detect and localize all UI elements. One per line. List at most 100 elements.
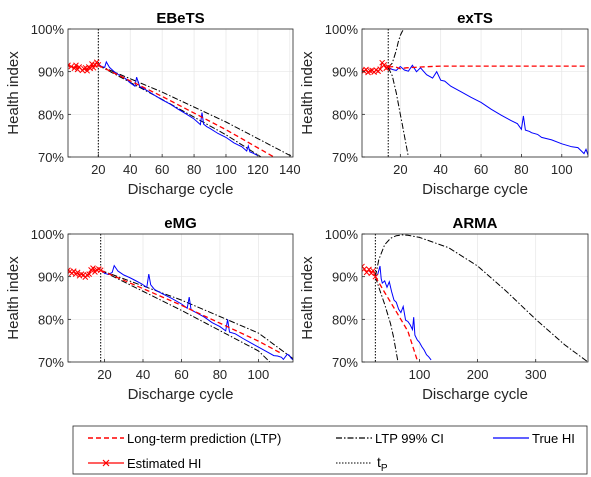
estimated-hi-marker	[81, 65, 87, 72]
series-ltp-line	[388, 65, 588, 70]
series-ci-upper-line	[374, 234, 588, 362]
series-ltp-line	[100, 269, 282, 355]
axes-box	[361, 233, 589, 363]
series-ci-lower-line	[387, 67, 409, 157]
x-tick-label: 100	[409, 367, 431, 382]
x-tick-label: 20	[97, 367, 111, 382]
y-tick-label: 80%	[38, 107, 64, 122]
plot-area	[362, 234, 588, 362]
x-tick-label: 40	[123, 162, 137, 177]
x-tick-label: 200	[467, 367, 489, 382]
x-tick-label: 80	[187, 162, 201, 177]
y-tick-label: 90%	[38, 65, 64, 80]
series-true-line	[375, 265, 432, 361]
axes-box	[361, 28, 589, 158]
estimated-hi-marker	[74, 269, 81, 276]
x-tick-label: 20	[393, 162, 407, 177]
panel-emg: 20 40 60 80 100 70% 80% 90% 100% eMG Discharge cyc…	[5, 215, 294, 403]
estimated-hi-marker	[68, 63, 75, 70]
series-ci-lower-line	[100, 269, 271, 362]
legend-box	[72, 425, 588, 475]
series-ci-upper-line	[387, 29, 405, 68]
series-true-line	[100, 264, 293, 361]
y-axis-label: Health index	[299, 51, 316, 135]
y-tick-label: 100%	[325, 22, 359, 37]
panel-ebets: 20 40 60 80 100 120 140 70% 80% 90% 100% EBeTS Disch…	[5, 10, 301, 198]
series-group	[68, 234, 293, 362]
x-tick-label: 80	[213, 367, 227, 382]
y-tick-label: 100%	[325, 227, 359, 242]
y-tick-label: 90%	[332, 270, 358, 285]
x-tick-label: 140	[279, 162, 301, 177]
chart-title: ARMA	[453, 215, 498, 232]
plot-area	[68, 29, 293, 157]
x-axis-label: Discharge cycle	[128, 386, 234, 403]
estimated-hi-marker	[381, 61, 388, 68]
chart-title: exTS	[457, 10, 493, 27]
chart-panels: 20 40 60 80 100 120 140 70% 80% 90% 100% EBeTS Disch…	[5, 10, 589, 403]
series-group	[68, 29, 293, 157]
estimated-hi-marker	[73, 62, 79, 69]
y-tick-label: 100%	[31, 227, 65, 242]
x-tick-label: 120	[247, 162, 269, 177]
series-group	[362, 234, 588, 362]
chart-title: eMG	[164, 215, 197, 232]
legend-true-label: True HI	[532, 431, 575, 446]
x-tick-label: 300	[525, 367, 547, 382]
estimated-hi-marker	[372, 273, 379, 280]
estimated-hi-marker	[86, 271, 93, 277]
x-tick-label: 40	[136, 367, 150, 382]
x-tick-label: 40	[433, 162, 447, 177]
estimated-hi-marker	[74, 66, 81, 73]
estimated-hi-marker	[370, 267, 376, 274]
legend-ci-label: LTP 99% CI	[375, 431, 444, 446]
x-axis-label: Discharge cycle	[422, 386, 528, 403]
x-tick-label: 80	[514, 162, 528, 177]
estimated-hi-marker	[97, 267, 104, 274]
x-tick-label: 20	[91, 162, 105, 177]
series-ci-lower-line	[374, 276, 399, 362]
chart-title: EBeTS	[156, 10, 204, 27]
panel-exts: 20 40 60 80 100 70% 80% 90% 100% exTS Discharge cy…	[299, 10, 589, 198]
y-tick-label: 70%	[38, 150, 64, 165]
estimated-hi-marker	[385, 64, 392, 70]
x-tick-label: 60	[474, 162, 488, 177]
series-true-line	[97, 60, 259, 157]
axes-box	[67, 233, 294, 363]
y-tick-label: 80%	[38, 312, 64, 327]
y-tick-label: 100%	[31, 22, 65, 37]
y-axis-label: Health index	[5, 256, 22, 340]
estimated-hi-marker	[90, 265, 96, 271]
x-tick-label: 60	[155, 162, 169, 177]
x-axis-label: Discharge cycle	[422, 181, 528, 198]
x-tick-label: 100	[551, 162, 573, 177]
series-group	[362, 29, 588, 157]
estimated-hi-marker	[93, 59, 100, 66]
y-axis-label: Health index	[5, 51, 22, 135]
series-ci-upper-line	[100, 269, 293, 360]
estimated-hi-marker	[70, 268, 77, 274]
estimated-hi-marker	[82, 64, 89, 71]
y-axis-label: Health index	[299, 256, 316, 340]
estimated-hi-marker	[89, 61, 95, 67]
y-tick-label: 90%	[332, 65, 358, 80]
legend-est-marker	[102, 459, 110, 467]
x-tick-label: 100	[248, 367, 270, 382]
series-ci-upper-line	[98, 64, 293, 157]
y-tick-label: 90%	[38, 270, 64, 285]
legend-est-label: Estimated HI	[127, 456, 201, 471]
plot-area	[68, 234, 293, 362]
legend-ltp-label: Long-term prediction (LTP)	[127, 431, 281, 446]
panel-arma: 100 200 300 70% 80% 90% 100% ARMA Discharge cycl…	[299, 215, 589, 403]
estimated-hi-marker	[71, 65, 78, 72]
y-tick-label: 70%	[332, 150, 358, 165]
y-tick-label: 80%	[332, 107, 358, 122]
series-true-line	[387, 64, 588, 156]
estimated-hi-marker	[367, 67, 373, 74]
x-tick-label: 60	[174, 367, 188, 382]
estimated-hi-marker	[366, 266, 372, 273]
estimated-hi-marker	[90, 64, 97, 71]
x-axis-label: Discharge cycle	[128, 181, 234, 198]
series-ltp-line	[374, 276, 419, 362]
